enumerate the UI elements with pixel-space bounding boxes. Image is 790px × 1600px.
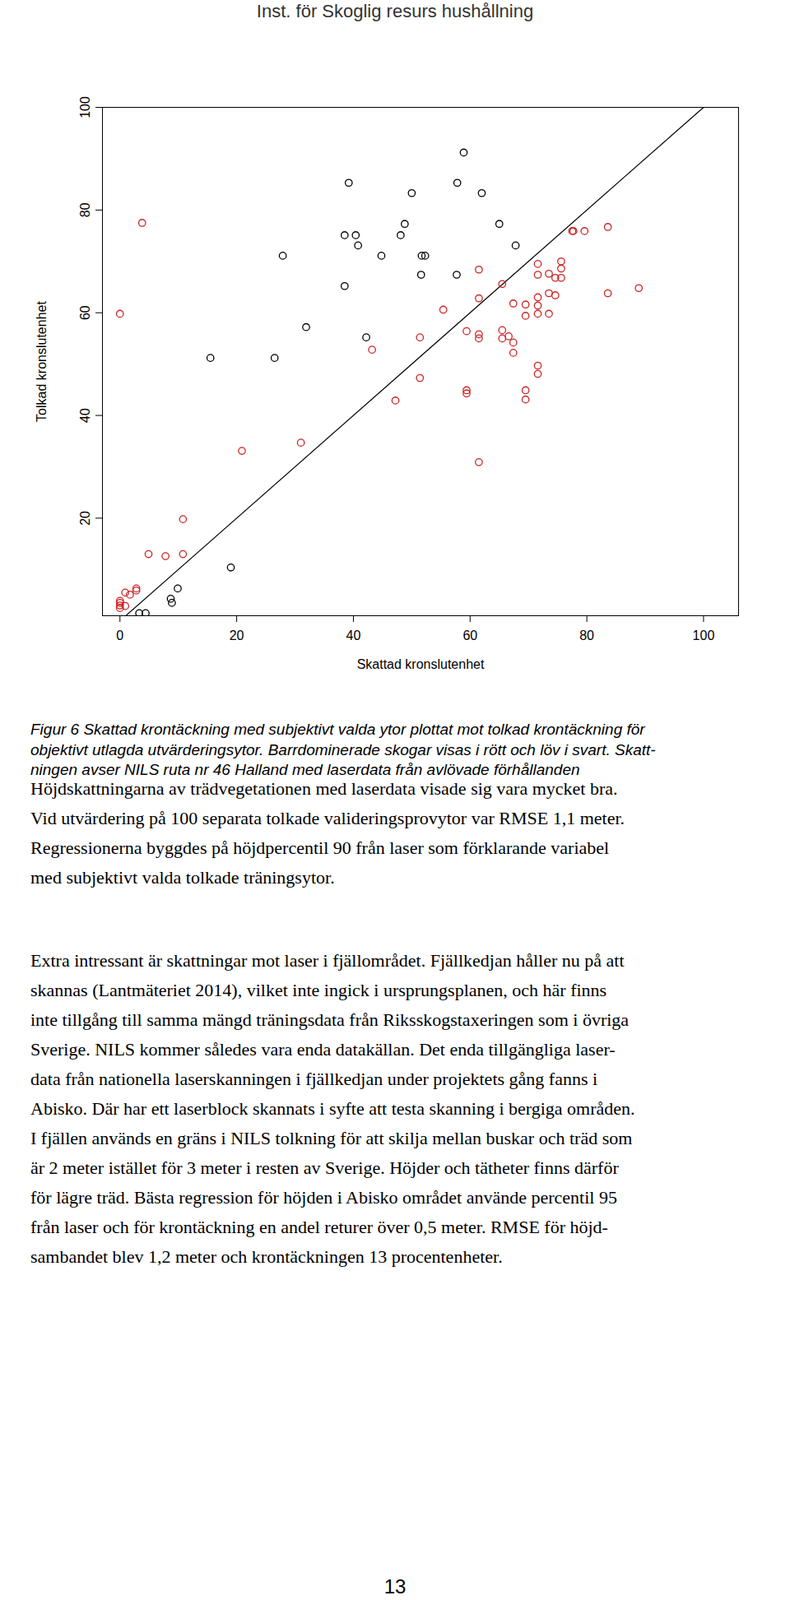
- html-text:Sverige. NILS kommer således v: Sverige. NILS kommer således vara enda d…: [30, 1039, 616, 1060]
- html-text:skannas (Lantmäteriet 2014), v: skannas (Lantmäteriet 2014), vilket inte…: [30, 980, 607, 1001]
- svg-text:100: 100: [78, 96, 93, 119]
- html-text:Abisko. Där har ett laserblock: Abisko. Där har ett laserblock skannats …: [30, 1098, 635, 1120]
- html-text:Höjdskattningarna av trädveget: Höjdskattningarna av trädvegetationen me…: [30, 778, 618, 800]
- html-text:Regressionerna byggdes på höjd: Regressionerna byggdes på höjdpercentil …: [30, 837, 610, 859]
- html-text:Vid utvärdering på 100 separat: Vid utvärdering på 100 separata tolkade …: [30, 808, 625, 829]
- svg-text:40: 40: [78, 408, 93, 423]
- svg-text:80: 80: [579, 628, 595, 643]
- html-text:I fjällen används en gräns i N: I fjällen används en gräns i NILS tolkni…: [30, 1128, 633, 1149]
- html-text:är 2 meter istället för 3 mete: är 2 meter istället för 3 meter i resten…: [30, 1157, 619, 1179]
- svg-text:80: 80: [78, 202, 93, 218]
- html-text:Inst. för Skoglig resurs hushå: Inst. för Skoglig resurs hushållning: [256, 0, 534, 22]
- html-text:Extra intressant är skattninga: Extra intressant är skattningar mot lase…: [30, 950, 625, 972]
- svg-text:20: 20: [229, 628, 245, 643]
- svg-text:40: 40: [346, 628, 362, 643]
- html-text:Figur 6 Skattad krontäckning m: Figur 6 Skattad krontäckning med subjekt…: [30, 720, 645, 739]
- svg-text:100: 100: [692, 628, 716, 643]
- html-text:ningen avser NILS ruta nr 46 H: ningen avser NILS ruta nr 46 Halland med…: [30, 761, 580, 779]
- html-text:data från nationella laserskan: data från nationella laserskanningen i f…: [30, 1068, 598, 1090]
- html-text:från laser och för krontäcknin: från laser och för krontäckning en andel…: [30, 1217, 609, 1238]
- html-text:objektivt utlagda utvärderings: objektivt utlagda utvärderingsytor. Barr…: [30, 741, 656, 759]
- svg-text:60: 60: [462, 628, 478, 643]
- svg-text:Skattad kronslutenhet: Skattad kronslutenhet: [357, 657, 485, 672]
- html-text:sambandet blev 1,2 meter och k: sambandet blev 1,2 meter och krontäcknin…: [30, 1246, 503, 1268]
- svg-text:60: 60: [78, 305, 93, 321]
- html-text:för lägre träd. Bästa regressi: för lägre träd. Bästa regression för höj…: [30, 1187, 618, 1209]
- html-text:13: 13: [383, 1575, 406, 1599]
- svg-text:0: 0: [116, 628, 124, 643]
- html-text:med subjektivt valda tolkade t: med subjektivt valda tolkade träningsyto…: [30, 867, 335, 888]
- html-text:inte tillgång till samma mängd: inte tillgång till samma mängd träningsd…: [30, 1009, 629, 1031]
- svg-text:Tolkad kronslutenhet: Tolkad kronslutenhet: [34, 301, 49, 423]
- svg-text:20: 20: [78, 511, 93, 526]
